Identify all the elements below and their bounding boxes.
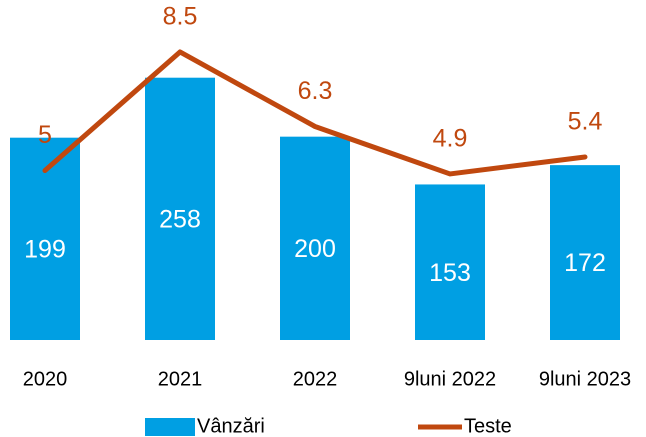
bar-value-label: 199: [24, 235, 66, 263]
line: [42, 49, 588, 177]
bar: [280, 136, 350, 340]
bar-value-label: 200: [294, 235, 336, 263]
bar: [415, 184, 485, 340]
line-value-label: 8.5: [163, 3, 198, 31]
bar-value-label: 153: [429, 259, 471, 287]
line-value-label: 5.4: [568, 108, 603, 136]
legend-swatch: [145, 418, 195, 436]
bar: [145, 77, 215, 340]
x-tick-label: 2022: [293, 368, 338, 390]
legend-label: Teste: [464, 415, 512, 437]
bar-value-label: 258: [159, 205, 201, 233]
line-value-label: 4.9: [433, 125, 468, 153]
bar-value-label: 172: [564, 249, 606, 277]
line-value-label: 5: [38, 121, 52, 149]
bar: [550, 165, 620, 340]
x-tick-label: 2020: [23, 368, 68, 390]
x-tick-label: 9luni 2023: [539, 368, 631, 390]
x-tick-label: 2021: [158, 368, 203, 390]
line-value-label: 6.3: [298, 77, 333, 105]
x-tick-label: 9luni 2022: [404, 368, 496, 390]
legend-label: Vânzări: [197, 415, 265, 437]
